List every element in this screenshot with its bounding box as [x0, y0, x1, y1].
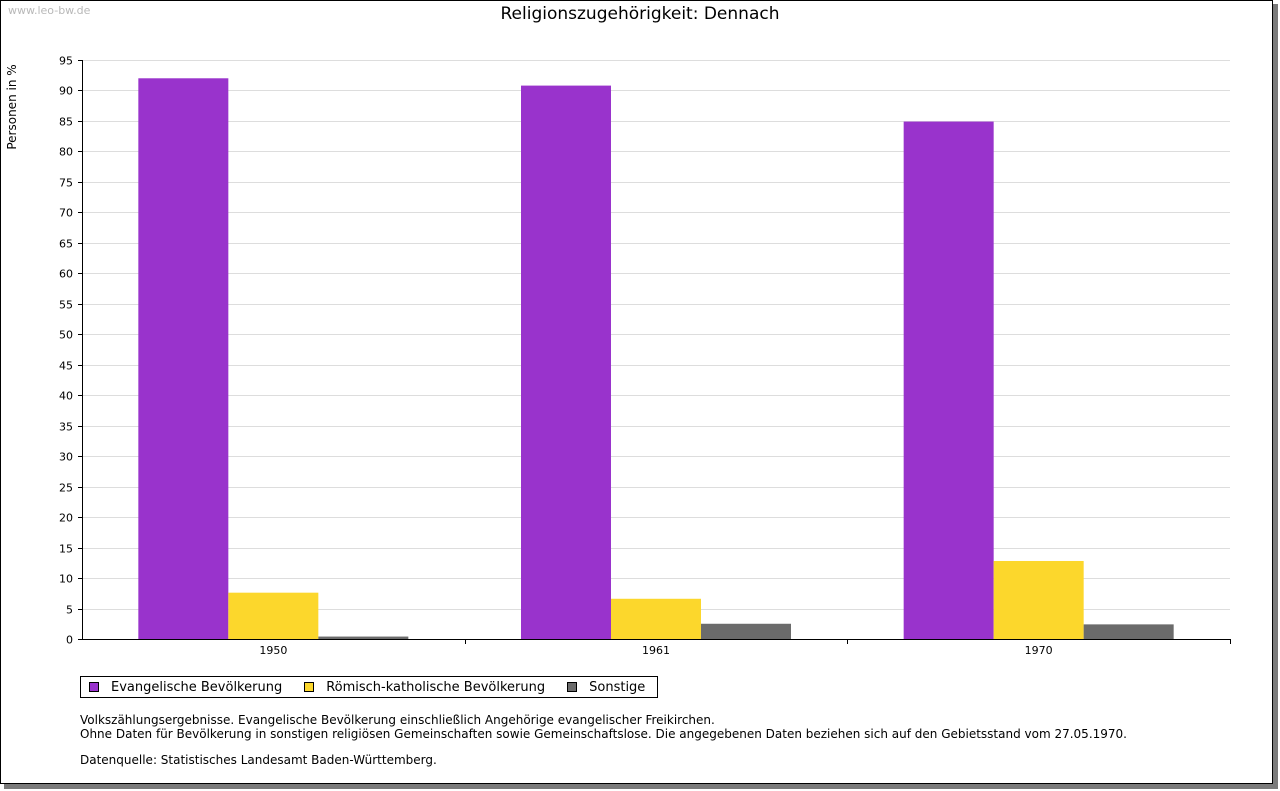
y-tick-label: 30: [59, 451, 73, 464]
bar: [228, 592, 319, 639]
bars: [138, 78, 1174, 640]
chart-title: Religionszugehörigkeit: Dennach: [500, 4, 780, 24]
y-tick-label: 70: [59, 207, 73, 220]
y-axis-label: Personen in %: [5, 64, 19, 149]
y-tick-label: 45: [59, 360, 73, 373]
note-line: Volkszählungsergebnisse. Evangelische Be…: [80, 713, 715, 727]
axes: 0 5 10 15 20 25 30 35 40 45 50 55 60 65 70 75 80 85 90 95 19…: [59, 55, 1231, 657]
y-tick-label: 95: [59, 55, 73, 68]
y-tick-label: 85: [59, 116, 73, 129]
legend-item-evangelisch: Evangelische Bevölkerung: [89, 680, 282, 695]
frame-shadow-right: [1273, 4, 1278, 789]
legend-label: Evangelische Bevölkerung: [111, 679, 283, 695]
y-tick-label: 90: [59, 85, 73, 98]
x-tick-label: 1950: [259, 644, 287, 657]
note-line: Ohne Daten für Bevölkerung in sonstigen …: [80, 727, 1127, 741]
legend-item-katholisch: Römisch-katholische Bevölkerung: [304, 680, 545, 695]
y-tick-label: 60: [59, 268, 73, 281]
y-tick-label: 5: [66, 604, 73, 617]
y-tick-label: 0: [66, 634, 73, 647]
legend: Evangelische Bevölkerung Römisch-katholi…: [80, 676, 659, 698]
y-tick-label: 10: [59, 573, 73, 586]
legend-swatch: [567, 682, 578, 692]
chart-notes: Volkszählungsergebnisse. Evangelische Be…: [80, 713, 1127, 767]
y-tick-label: 35: [59, 421, 73, 434]
legend-item-sonstige: Sonstige: [567, 680, 645, 695]
y-tick-label: 40: [59, 390, 73, 403]
x-tick-label: 1961: [642, 644, 670, 657]
bar: [318, 636, 409, 639]
data-source: Datenquelle: Statistisches Landesamt Bad…: [80, 753, 437, 767]
bar: [611, 598, 701, 639]
bar: [701, 623, 791, 639]
bar: [993, 560, 1084, 639]
y-tick-label: 55: [59, 299, 73, 312]
y-tick-label: 50: [59, 329, 73, 342]
grid-lines: [82, 60, 1230, 610]
bar: [138, 78, 229, 640]
bar: [1083, 624, 1174, 639]
legend-swatch: [304, 682, 315, 692]
bar: [903, 121, 994, 640]
y-tick-label: 75: [59, 177, 73, 190]
y-tick-label: 80: [59, 146, 73, 159]
frame-shadow-bottom: [4, 784, 1278, 789]
y-tick-label: 25: [59, 482, 73, 495]
bar: [521, 85, 611, 639]
y-tick-label: 65: [59, 238, 73, 251]
y-tick-label: 15: [59, 543, 73, 556]
legend-label: Römisch-katholische Bevölkerung: [326, 679, 546, 695]
legend-swatch: [89, 682, 99, 692]
watermark: www.leo-bw.de: [8, 4, 91, 17]
legend-label: Sonstige: [589, 679, 646, 695]
x-tick-label: 1970: [1025, 644, 1053, 657]
y-tick-label: 20: [59, 512, 73, 525]
